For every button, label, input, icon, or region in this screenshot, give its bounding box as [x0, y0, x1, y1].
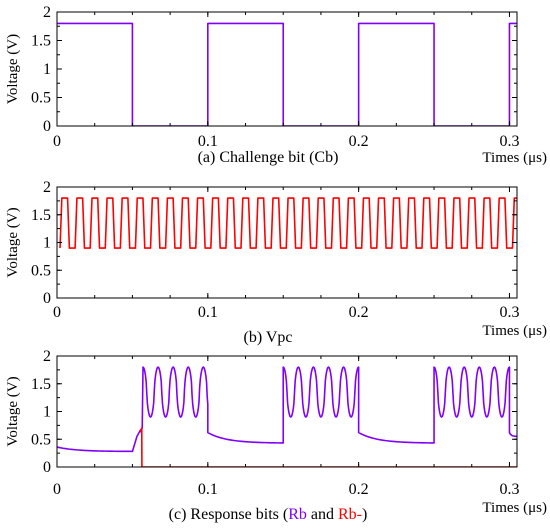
y-tick-label: 1 [43, 61, 51, 78]
y-tick-label: 1 [43, 404, 51, 421]
y-tick-label: 0 [43, 290, 51, 307]
caption-part: Rb- [338, 506, 362, 523]
y-tick-label: 0.5 [31, 90, 51, 107]
chart-caption: (b) Vpc [243, 329, 292, 346]
x-axis-label: Times (μs) [482, 323, 547, 339]
chart-panel-2: 0 0.5 1 1.5 2 0 0.1 0.2 0.3 Voltage (V) Times (μs)… [5, 179, 547, 346]
plot-frame [56, 355, 518, 468]
series-line-1 [57, 22, 517, 126]
plot-area [57, 22, 517, 126]
plot-area [57, 366, 517, 467]
x-axis-label: Times (μs) [482, 150, 547, 166]
series-line-rb- [139, 427, 517, 467]
x-tick-label: 0 [53, 304, 61, 321]
y-axis-label: Voltage (V) [5, 207, 21, 277]
x-tick-label: 0.3 [499, 304, 519, 321]
caption-part: Rb [288, 506, 307, 523]
x-tick-label: 0.1 [198, 304, 218, 321]
y-tick-label: 1 [43, 235, 51, 252]
y-tick-label: 1.5 [31, 33, 51, 50]
y-tick-label: 2 [43, 179, 51, 196]
x-tick-label: 0.2 [349, 481, 369, 498]
y-axis-label: Voltage (V) [5, 376, 21, 446]
caption-part: and [307, 506, 338, 523]
y-axis-label: Voltage (V) [5, 34, 21, 104]
y-tick-label: 0.5 [31, 431, 51, 448]
x-tick-label: 0.1 [198, 133, 218, 150]
x-tick-label: 0 [53, 481, 61, 498]
x-tick-label: 0.2 [349, 304, 369, 321]
caption-part: ) [362, 506, 367, 523]
x-tick-label: 0.3 [499, 133, 519, 150]
chart-panel-1: 0 0.5 1 1.5 2 0 0.1 0.2 0.3 Voltage (V) Times (μs)… [5, 4, 547, 166]
plot-frame [56, 11, 518, 127]
chart-panel-3: 0 0.5 1 1.5 2 0 0.1 0.2 0.3 Voltage (V) Times (μs)… [5, 348, 547, 523]
y-tick-label: 0 [43, 118, 51, 135]
y-tick-label: 2 [43, 4, 51, 21]
x-tick-label: 0 [53, 133, 61, 150]
series-line-1 [59, 197, 517, 249]
x-tick-label: 0.2 [349, 133, 369, 150]
caption-part: (c) Response bits ( [169, 506, 289, 523]
y-tick-label: 1.5 [31, 376, 51, 393]
caption-part: (b) Vpc [243, 329, 292, 346]
y-tick-label: 1.5 [31, 207, 51, 224]
x-axis-label: Times (μs) [482, 500, 547, 516]
x-tick-label: 0.3 [499, 481, 519, 498]
x-tick-label: 0.1 [198, 481, 218, 498]
y-tick-label: 0 [43, 459, 51, 476]
caption-part: (a) Challenge bit (Cb) [198, 149, 339, 166]
chart-caption: (c) Response bits (Rb and Rb-) [169, 506, 368, 523]
series-line-rb [57, 366, 517, 453]
plot-area [59, 197, 517, 249]
chart-caption: (a) Challenge bit (Cb) [198, 149, 339, 166]
y-tick-label: 2 [43, 348, 51, 365]
y-tick-label: 0.5 [31, 262, 51, 279]
